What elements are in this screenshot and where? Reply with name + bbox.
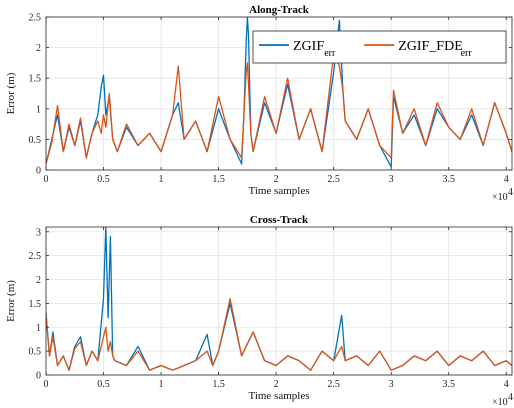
legend-label-zgif-fde: ZGIF_FDE bbox=[398, 39, 463, 54]
along-track-panel: 0 0.5 1 1.5 2 2.5 3 3.5 4 0 0.5 1 1.5 2 2.5 Along-Track… bbox=[5, 4, 513, 203]
cross-track-y-tick-label: 1 bbox=[36, 323, 41, 334]
along-track-y-tick-label: 0.5 bbox=[29, 135, 42, 146]
legend-label-zgif: ZGIF bbox=[293, 39, 324, 54]
along-track-x-exponent-power: 4 bbox=[508, 187, 513, 198]
cross-track-x-tick-label: 0 bbox=[44, 379, 49, 390]
cross-track-x-tick-label: 2.5 bbox=[327, 379, 340, 390]
legend-box bbox=[252, 30, 507, 64]
cross-track-x-exponent: ×10 bbox=[492, 397, 508, 408]
cross-track-x-tick-label: 1 bbox=[159, 379, 164, 390]
along-track-x-tick-label: 1.5 bbox=[212, 174, 225, 185]
cross-track-axes-box bbox=[45, 226, 513, 376]
cross-track-series-line-zgif-fde bbox=[46, 297, 512, 371]
cross-track-y-tick-label: 0 bbox=[36, 371, 41, 382]
cross-track-y-tick-label: 0.5 bbox=[29, 347, 42, 358]
along-track-x-exponent: ×10 bbox=[492, 192, 508, 203]
along-track-y-tick-label: 2 bbox=[36, 43, 41, 54]
along-track-axes-box bbox=[45, 16, 513, 171]
along-track-x-tick-label: 2.5 bbox=[327, 174, 340, 185]
along-track-x-tick-label: 3 bbox=[389, 174, 394, 185]
cross-track-title: Cross-Track bbox=[250, 214, 309, 226]
cross-track-x-tick-label: 0.5 bbox=[97, 379, 110, 390]
along-track-x-axis-label: Time samples bbox=[248, 185, 309, 197]
along-track-series-line-zgif-fde bbox=[46, 53, 512, 165]
along-track-x-tick-label: 3.5 bbox=[442, 174, 455, 185]
along-track-x-tick-label: 0 bbox=[44, 174, 49, 185]
cross-track-y-tick-label: 1.5 bbox=[29, 299, 42, 310]
legend-label-sub-zgif-fde: err bbox=[461, 48, 473, 59]
cross-track-plot-area bbox=[46, 227, 512, 375]
along-track-x-tick-label: 1 bbox=[159, 174, 164, 185]
cross-track-x-axis-label: Time samples bbox=[248, 390, 309, 402]
cross-track-y-tick-label: 2 bbox=[36, 275, 41, 286]
cross-track-x-exponent-power: 4 bbox=[508, 392, 513, 403]
along-track-x-tick-label: 0.5 bbox=[97, 174, 110, 185]
cross-track-x-tick-label: 3 bbox=[389, 379, 394, 390]
along-track-y-axis-label: Error (m) bbox=[5, 72, 17, 114]
along-track-title: Along-Track bbox=[249, 4, 310, 16]
along-track-x-tick-label: 2 bbox=[274, 174, 279, 185]
along-track-y-tick-label: 0 bbox=[36, 166, 41, 177]
cross-track-x-tick-label: 3.5 bbox=[442, 379, 455, 390]
cross-track-x-tick-label: 1.5 bbox=[212, 379, 225, 390]
cross-track-x-tick-label: 2 bbox=[274, 379, 279, 390]
along-track-y-tick-label: 1 bbox=[36, 104, 41, 115]
cross-track-y-tick-label: 3 bbox=[36, 227, 41, 238]
along-track-x-tick-label: 4 bbox=[504, 174, 509, 185]
along-track-y-tick-label: 2.5 bbox=[29, 13, 42, 24]
cross-track-y-axis-label: Error (m) bbox=[5, 280, 17, 322]
legend-label-sub-zgif: err bbox=[324, 48, 336, 59]
cross-track-panel: 0 0.5 1 1.5 2 2.5 3 3.5 4 0 0.5 1 1.5 2 2.5 3 Cross-Trac… bbox=[5, 214, 513, 408]
along-track-y-tick-label: 1.5 bbox=[29, 74, 42, 85]
cross-track-y-tick-label: 2.5 bbox=[29, 251, 42, 262]
cross-track-x-tick-label: 4 bbox=[504, 379, 509, 390]
